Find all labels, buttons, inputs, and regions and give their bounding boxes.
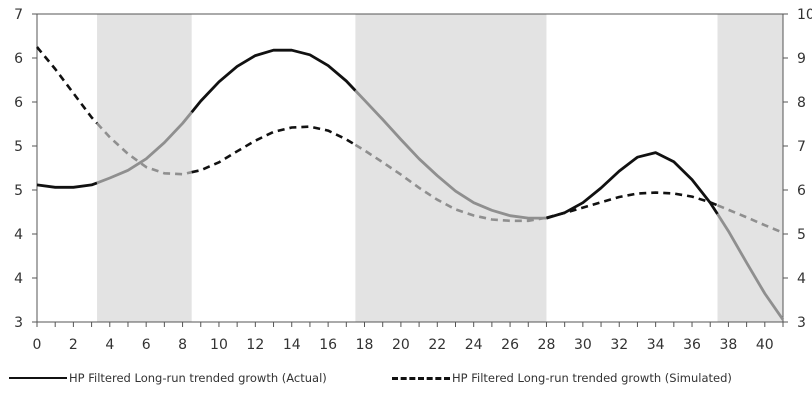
x-tick-label: 28 <box>538 337 556 353</box>
x-tick-label: 8 <box>178 337 187 353</box>
x-tick-label: 22 <box>428 337 446 353</box>
series-line-segment <box>190 48 357 114</box>
left-y-tick-label: 3 <box>14 315 23 331</box>
x-tick-label: 16 <box>319 337 337 353</box>
x-tick-label: 34 <box>647 337 665 353</box>
right-y-tick-label: 6 <box>797 183 806 199</box>
x-tick-label: 26 <box>501 337 519 353</box>
series-line-segment <box>354 143 547 223</box>
series-line-segment <box>354 89 547 220</box>
left-y-tick-label: 6 <box>14 95 23 111</box>
left-y-tick-label: 4 <box>14 227 23 243</box>
x-tick-label: 20 <box>392 337 410 353</box>
x-tick-label: 6 <box>142 337 151 353</box>
x-tick-label: 36 <box>683 337 701 353</box>
right-y-tick-label: 7 <box>797 139 806 155</box>
legend-item-simulated: HP Filtered Long-run trended growth (Sim… <box>392 371 732 385</box>
series-simulated <box>35 46 784 234</box>
x-tick-label: 18 <box>356 337 374 353</box>
x-tick-label: 12 <box>246 337 264 353</box>
series-line-segment <box>191 125 357 174</box>
left-y-tick-label: 7 <box>14 7 23 23</box>
legend-swatch-dashed <box>392 376 450 380</box>
x-tick-label: 0 <box>33 337 42 353</box>
right-y-tick-label: 5 <box>797 227 806 243</box>
shaded-regions <box>97 14 783 322</box>
axes <box>32 13 788 327</box>
x-tick-label: 10 <box>210 337 228 353</box>
right-y-tick-label: 9 <box>797 51 806 67</box>
series-line-segment <box>35 46 98 125</box>
x-tick-label: 32 <box>610 337 628 353</box>
left-y-tick-label: 6 <box>14 51 23 67</box>
shaded-region-1 <box>355 14 547 322</box>
x-tick-label: 30 <box>574 337 592 353</box>
x-tick-label: 40 <box>756 337 774 353</box>
legend: HP Filtered Long-run trended growth (Act… <box>0 371 812 393</box>
right-y-tick-label: 8 <box>797 95 806 111</box>
left-y-tick-label: 5 <box>14 183 23 199</box>
right-y-tick-label: 4 <box>797 271 806 287</box>
x-tick-label: 38 <box>720 337 738 353</box>
x-tick-label: 2 <box>69 337 78 353</box>
left-y-tick-label: 4 <box>14 271 23 287</box>
x-tick-label: 24 <box>465 337 483 353</box>
legend-label-actual: HP Filtered Long-run trended growth (Act… <box>69 371 327 385</box>
legend-item-actual: HP Filtered Long-run trended growth (Act… <box>9 371 327 385</box>
series-layer <box>35 46 785 321</box>
left-y-tick-label: 5 <box>14 139 23 155</box>
shaded-region-0 <box>97 14 192 322</box>
shaded-region-2 <box>717 14 783 322</box>
series-line-segment <box>716 213 785 321</box>
series-line-segment <box>36 181 98 189</box>
legend-swatch-solid <box>9 377 67 379</box>
series-actual <box>36 48 785 321</box>
series-line-segment <box>546 151 719 220</box>
series-line-segment <box>96 122 192 176</box>
series-line-segment <box>96 111 193 185</box>
right-y-tick-label: 3 <box>797 315 806 331</box>
x-tick-label: 4 <box>105 337 114 353</box>
series-line-segment <box>546 191 718 219</box>
right-y-tick-label: 10 <box>797 7 812 23</box>
x-tick-label: 14 <box>283 337 301 353</box>
legend-label-simulated: HP Filtered Long-run trended growth (Sim… <box>452 371 732 385</box>
